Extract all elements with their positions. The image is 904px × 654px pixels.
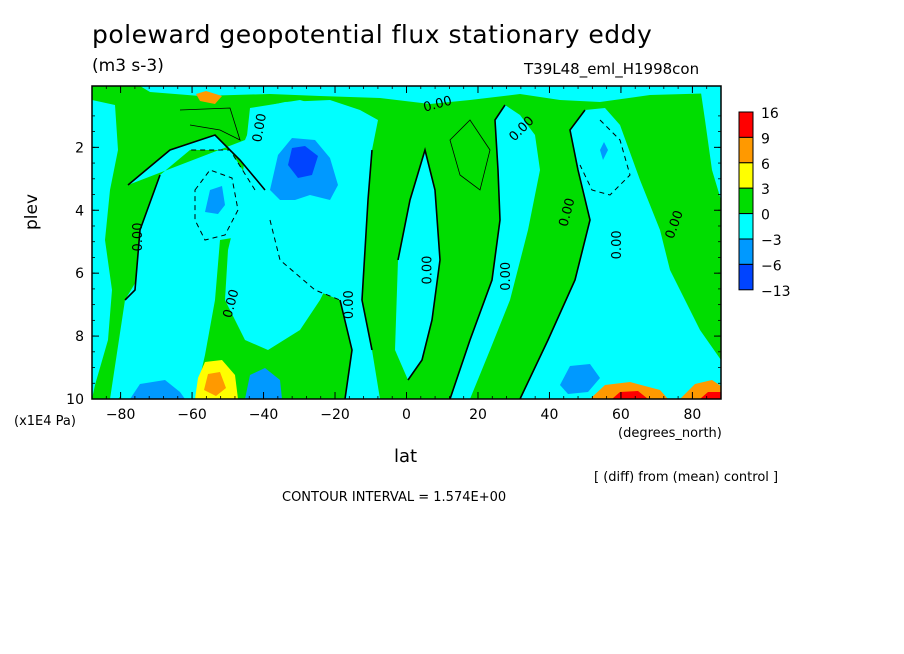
- contour-interval: CONTOUR INTERVAL = 1.574E+00: [282, 490, 507, 505]
- region-neg-west: [92, 100, 118, 399]
- core-neg-45: [600, 142, 608, 160]
- colorbar-swatch: [738, 111, 754, 138]
- x-tick-label: 60: [612, 407, 630, 423]
- colorbar-label: −13: [761, 284, 791, 300]
- colorbar-swatch: [738, 162, 754, 189]
- y-tick-label: 10: [66, 392, 84, 408]
- colorbar-label: 3: [761, 182, 770, 198]
- x-axis-label: lat: [394, 446, 418, 467]
- y-axis-units: (x1E4 Pa): [14, 414, 76, 429]
- contour-label: 0.00: [557, 197, 579, 229]
- x-tick-label: 40: [541, 407, 559, 423]
- core-pos-east-b: [700, 392, 721, 399]
- contour-zero-2: [397, 146, 441, 381]
- contour-label: 0.00: [131, 223, 146, 252]
- contour-pos-2: [179, 107, 241, 141]
- y-tick-label: 8: [75, 329, 84, 345]
- contour-pos-1: [449, 119, 491, 191]
- contour-label: 0.00: [610, 230, 625, 259]
- region-neg-top: [140, 86, 721, 104]
- colorbar-label: 16: [761, 106, 779, 122]
- x-tick-label: 20: [469, 407, 487, 423]
- chart-title: poleward geopotential flux stationary ed…: [92, 20, 653, 49]
- region-neg-east: [700, 86, 721, 200]
- contour-label: 0.00: [342, 290, 357, 319]
- core-neg-60: [205, 186, 225, 214]
- x-tick-label: −80: [106, 407, 136, 423]
- contour-label: 0.00: [499, 262, 514, 291]
- colorbar-swatch: [738, 213, 754, 240]
- contour-zero-3: [449, 104, 506, 399]
- colorbar-swatch: [738, 187, 754, 215]
- core-neg-bottom1: [130, 380, 185, 399]
- y-tick-label: 6: [75, 266, 84, 282]
- colorbar-label: 6: [761, 157, 770, 173]
- run-label: T39L48_eml_H1998con: [524, 60, 700, 78]
- contour-zero-4: [519, 109, 591, 399]
- diff-note: [ (diff) from (mean) control ]: [594, 470, 779, 485]
- core-neg-bottom3: [560, 364, 600, 394]
- contour-label: 0.00: [221, 288, 243, 320]
- region-neg-eq: [395, 150, 440, 380]
- colorbar-swatch: [738, 263, 754, 291]
- colorbar-swatch: [738, 238, 754, 265]
- contour-neg-1: [190, 149, 341, 301]
- x-tick-label: −60: [177, 407, 207, 423]
- contour-zero-1: [124, 134, 266, 301]
- region-neg-nh: [450, 105, 540, 399]
- x-tick-label: −20: [320, 407, 350, 423]
- core-neg-bottom2: [245, 368, 282, 399]
- core-neg-deep: [288, 146, 318, 178]
- y-tick-label: 4: [75, 203, 84, 219]
- contour-label: 0.00: [250, 112, 270, 143]
- region-neg-nh2: [520, 108, 721, 399]
- colorbar-swatch: [738, 136, 754, 164]
- region-neg-nh3: [585, 120, 612, 170]
- x-axis-units: (degrees_north): [618, 426, 722, 441]
- core-pos-nh: [590, 382, 668, 399]
- core-pos-top: [196, 91, 222, 104]
- core-pos-55b: [204, 372, 226, 396]
- contour-zero-5: [339, 149, 373, 399]
- colorbar-label: −6: [761, 258, 782, 274]
- colorbar-label: 9: [761, 131, 770, 147]
- y-tick-label: 2: [75, 140, 84, 156]
- x-tick-label: 80: [683, 407, 701, 423]
- x-tick-label: 0: [402, 407, 411, 423]
- contour-label: 0.00: [421, 256, 436, 285]
- region-neg-sh2: [110, 240, 215, 399]
- contour-label: 0.00: [422, 94, 454, 116]
- chart-units: (m3 s-3): [92, 56, 164, 76]
- contour-neg-3: [194, 169, 239, 241]
- colorbar-label: −3: [761, 233, 782, 249]
- colorbar-label: 0: [761, 208, 770, 224]
- x-tick-label: −40: [249, 407, 279, 423]
